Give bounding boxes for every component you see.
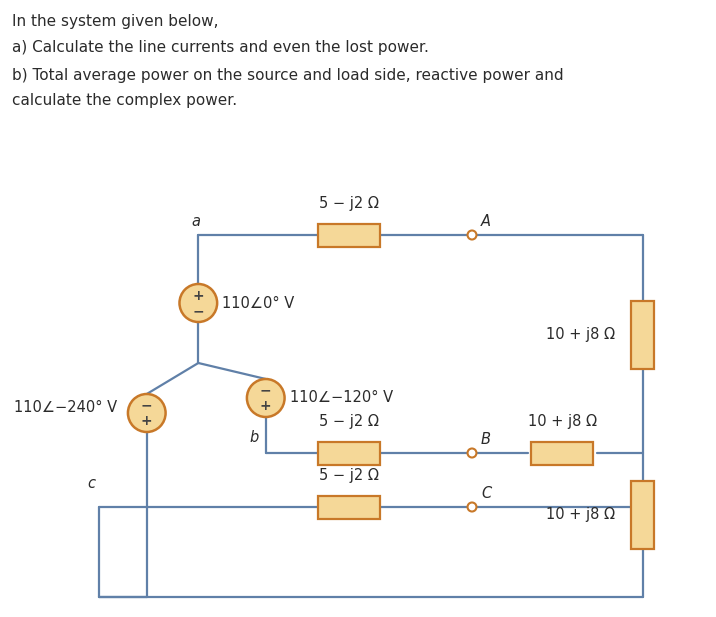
- FancyBboxPatch shape: [319, 495, 379, 518]
- Text: B: B: [481, 431, 491, 447]
- Text: calculate the complex power.: calculate the complex power.: [12, 93, 237, 108]
- Text: 110∠−120° V: 110∠−120° V: [289, 391, 392, 405]
- Text: 10 + j8 Ω: 10 + j8 Ω: [528, 414, 596, 429]
- Circle shape: [128, 394, 165, 432]
- Circle shape: [180, 284, 217, 322]
- Text: 110∠0° V: 110∠0° V: [222, 296, 294, 310]
- Text: b) Total average power on the source and load side, reactive power and: b) Total average power on the source and…: [12, 68, 563, 83]
- Text: +: +: [193, 289, 204, 303]
- Circle shape: [468, 502, 476, 511]
- Text: C: C: [481, 486, 491, 500]
- FancyBboxPatch shape: [631, 301, 654, 369]
- Text: b: b: [249, 429, 258, 444]
- Text: 10 + j8 Ω: 10 + j8 Ω: [546, 508, 615, 523]
- FancyBboxPatch shape: [531, 442, 593, 465]
- Text: 5 − j2 Ω: 5 − j2 Ω: [319, 468, 379, 483]
- Circle shape: [247, 379, 284, 417]
- Text: −: −: [193, 304, 204, 318]
- Text: 5 − j2 Ω: 5 − j2 Ω: [319, 196, 379, 211]
- FancyBboxPatch shape: [319, 223, 379, 247]
- Text: 5 − j2 Ω: 5 − j2 Ω: [319, 414, 379, 429]
- Text: −: −: [260, 384, 271, 398]
- FancyBboxPatch shape: [631, 481, 654, 549]
- Circle shape: [468, 449, 476, 457]
- Text: A: A: [481, 213, 491, 228]
- Text: a) Calculate the line currents and even the lost power.: a) Calculate the line currents and even …: [12, 40, 429, 55]
- Text: 110∠−240° V: 110∠−240° V: [14, 400, 117, 415]
- Text: a: a: [192, 213, 200, 228]
- Text: c: c: [87, 476, 95, 491]
- Text: +: +: [141, 414, 153, 428]
- Circle shape: [468, 231, 476, 239]
- Text: −: −: [141, 399, 153, 413]
- Text: 10 + j8 Ω: 10 + j8 Ω: [546, 328, 615, 342]
- FancyBboxPatch shape: [319, 442, 379, 465]
- Text: In the system given below,: In the system given below,: [12, 14, 218, 29]
- Text: +: +: [260, 399, 271, 413]
